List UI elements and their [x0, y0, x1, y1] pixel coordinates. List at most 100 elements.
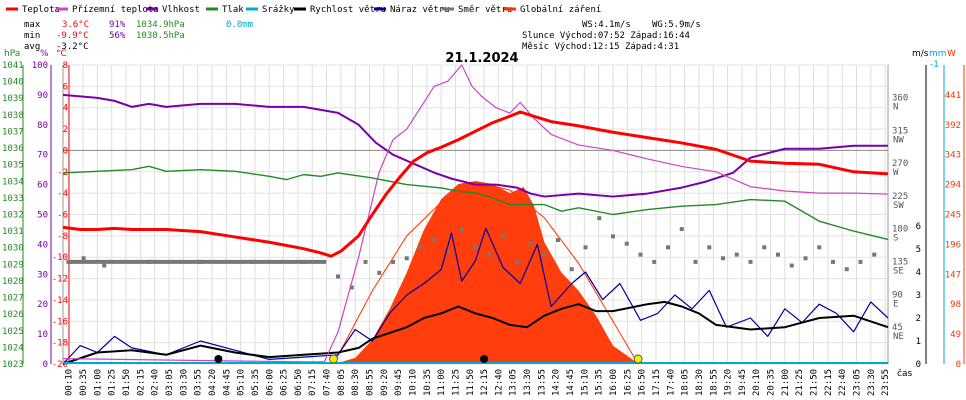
w-tick-label: 49: [950, 330, 961, 340]
stats-min-hum: 56%: [109, 31, 126, 41]
wind-dir-point: [858, 259, 863, 264]
legend-label-2: Vlhkost: [162, 5, 200, 15]
wind-dir-point: [789, 263, 794, 268]
dir-tick-name: N: [893, 102, 898, 112]
wind-dir-point: [542, 252, 547, 257]
dir-tick-name: SE: [893, 267, 904, 277]
x-tick-label: 13:30: [523, 369, 533, 396]
wind-dir-point: [748, 259, 753, 264]
wind-dir-point: [831, 259, 835, 264]
info-wind: WS:4.1m/s: [582, 20, 631, 30]
degc-tick-label: -12: [52, 275, 68, 285]
x-tick-label: 11:25: [451, 369, 461, 396]
wind-dir-point: [624, 241, 629, 246]
info-sun: Slunce Východ:07:52 Západ:16:44: [522, 31, 690, 41]
x-tick-label: 10:10: [408, 369, 418, 396]
wind-dir-point: [652, 259, 657, 264]
dir-tick-label: 270: [892, 159, 908, 169]
stats-avg-temp: -3.2°C: [56, 42, 89, 52]
dir-tick-name: SW: [893, 201, 904, 211]
w-tick-label: 98: [950, 300, 961, 310]
wind-dir-point: [844, 267, 849, 272]
pct-tick-label: 20: [37, 300, 48, 310]
dir-tick-name: W: [893, 168, 899, 178]
x-tick-label: 01:50: [122, 369, 132, 396]
ms-tick-label: 6: [916, 222, 921, 232]
x-tick-label: 06:25: [280, 369, 290, 396]
x-tick-label: 21:25: [795, 369, 805, 396]
wind-dir-point: [377, 270, 382, 275]
wind-dir-point: [487, 252, 492, 257]
info-gust: WG:5.9m/s: [652, 20, 701, 30]
stats-max-press: 1034.9hPa: [136, 20, 185, 30]
pct-axis-title: %: [40, 49, 49, 59]
hpa-tick-label: 1024: [2, 343, 24, 353]
mm-axis-title: mm: [929, 49, 947, 59]
degc-tick-label: -10: [52, 253, 68, 263]
x-tick-label: 13:55: [537, 369, 547, 396]
ms-tick-label: 2: [916, 314, 921, 324]
x-tick-label: 11:00: [437, 369, 447, 396]
pct-tick-label: 0: [43, 360, 48, 370]
wind-dir-point: [528, 241, 533, 246]
degc-tick-label: -6: [57, 211, 68, 221]
x-tick-label: 20:35: [767, 369, 777, 396]
ms-tick-label: 1: [916, 337, 921, 347]
x-tick-label: 18:05: [681, 369, 691, 396]
axis-titles: hPa % °C m/s mm W -1 čas: [4, 49, 956, 379]
x-tick-label: 23:30: [867, 369, 877, 396]
hpa-tick-label: 1030: [2, 244, 24, 254]
x-tick-label: 06:00: [265, 369, 275, 396]
pct-tick-label: 40: [37, 240, 48, 250]
hpa-tick-label: 1041: [2, 61, 24, 71]
hpa-tick-label: 1039: [2, 94, 24, 104]
wind-dir-point: [363, 259, 368, 264]
ms-tick-label: 0: [916, 360, 921, 370]
wind-dir-point: [817, 245, 822, 250]
x-tick-label: 18:55: [709, 369, 719, 396]
x-tick-label: 15:35: [595, 369, 605, 396]
w-tick-label: 441: [945, 91, 961, 101]
x-tick-label: 21:50: [810, 369, 820, 396]
wind-dir-point: [666, 245, 670, 250]
x-tick-label: 10:35: [423, 369, 433, 396]
chart-legend: Teplota Přízemní teplota Vlhkost Tlak Srážky…: [6, 5, 601, 15]
stats-min-label: min: [24, 31, 40, 41]
x-tick-label: 19:20: [724, 369, 734, 396]
hpa-tick-label: 1032: [2, 211, 24, 221]
ms-axis-title: m/s: [912, 49, 929, 59]
dir-tick-name: S: [893, 234, 898, 244]
pct-tick-label: 90: [37, 91, 48, 101]
degc-tick-label: 0: [63, 146, 68, 156]
w-tick-label: 0: [956, 360, 961, 370]
hpa-tick-label: 1031: [2, 227, 24, 237]
sunset-marker: [633, 354, 643, 364]
info-block: WS:4.1m/s WG:5.9m/s Slunce Východ:07:52 …: [522, 20, 701, 52]
hpa-tick-label: 1034: [2, 177, 24, 187]
x-tick-label: 08:55: [366, 369, 376, 396]
hpa-tick-label: 1025: [2, 327, 24, 337]
info-moon: Měsíc Východ:12:15 Západ:4:31: [522, 42, 679, 52]
hpa-tick-label: 1037: [2, 127, 24, 137]
degc-tick-label: 8: [63, 61, 68, 71]
x-tick-label: 16:25: [623, 369, 633, 396]
ms-tick-label: 3: [916, 291, 921, 301]
pct-tick-label: 50: [37, 211, 48, 221]
hpa-tick-label: 1035: [2, 161, 24, 171]
degc-tick-label: 4: [63, 104, 68, 114]
x-tick-label: 03:55: [194, 369, 204, 396]
pct-tick-label: 70: [37, 151, 48, 161]
x-tick-label: 00:35: [79, 369, 89, 396]
wind-dir-point: [391, 259, 395, 264]
dir-tick-label: 360: [892, 93, 908, 103]
wind-dir-point: [638, 252, 643, 257]
wind-dir-point: [734, 252, 739, 257]
hpa-tick-label: 1038: [2, 111, 24, 121]
x-tick-label: 12:40: [494, 369, 504, 396]
x-tick-label: 17:40: [666, 369, 676, 396]
hpa-axis-title: hPa: [4, 49, 20, 59]
wind-dir-point: [446, 248, 450, 253]
wind-dir-point: [473, 245, 478, 250]
hpa-tick-label: 1040: [2, 78, 24, 88]
x-tick-label: 20:10: [752, 369, 762, 396]
